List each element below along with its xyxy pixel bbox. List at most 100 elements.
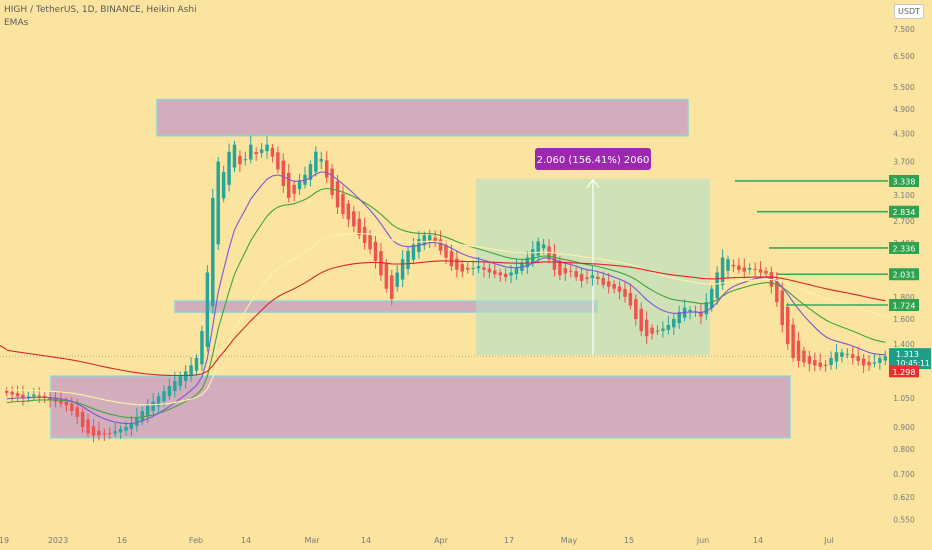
candle-body [742,267,747,272]
target-level-label: 2.834 [893,208,916,217]
ema-layer [0,171,886,425]
candle-body [15,393,20,397]
candle-body [444,245,448,258]
price-tick-label: 0.800 [893,445,915,454]
candle-body [113,431,117,434]
candle-body [856,356,860,361]
candle-body [118,429,123,433]
candle-body [265,144,269,152]
candle-body [558,261,562,276]
candle-body [471,267,475,269]
candle-body [319,159,323,162]
candle-body [270,147,275,157]
time-axis[interactable]: 19 2023 16 Feb 14 Mar 14 Apr 17 May 15 Jun 14 Jul [0,536,834,545]
time-tick-label: Apr [434,536,449,545]
candle-body [26,396,31,398]
candle-body [536,241,540,256]
candle-body [677,312,681,324]
candle-body [341,193,345,214]
candle-body [335,181,340,208]
price-axis[interactable]: 7.500 6.500 5.500 4.900 4.300 3.700 3.100 2.700… [889,25,931,524]
candle-body [216,161,220,245]
candle-body [476,266,481,269]
candle-body [308,164,313,180]
ema-line [6,260,886,377]
price-tick-label: 1.400 [893,340,915,349]
candle-body [178,376,182,386]
candle-body [406,250,410,270]
candle-body [102,433,107,435]
candle-body [249,144,253,160]
countdown-label: 10:45:11 [896,359,930,368]
measurement-label: 2.060 (156.41%) 2060 [537,155,650,166]
candle-body [861,358,866,366]
price-tick-label: 7.500 [893,25,915,34]
candle-body [796,340,801,361]
price-tick-label: 4.300 [893,129,915,138]
candle-body [802,350,806,363]
candle-body [650,327,654,334]
measurement-label-box [535,148,651,170]
measurement-arrow-head [586,178,600,188]
price-tick-label: 0.550 [893,515,915,524]
indicator-label[interactable]: EMAs [4,18,29,28]
low-price-label: 1.298 [893,368,916,377]
candle-body [145,405,150,417]
candle-body [525,257,530,268]
candle-body [666,324,671,330]
candle-body [829,358,833,366]
candle-body [167,385,172,397]
price-tick-label: 1.800 [893,293,915,302]
candle-body [623,289,627,297]
candle-body [433,237,437,242]
time-tick-label: 14 [753,536,763,545]
candle-body [400,259,405,280]
price-tick-label: 0.620 [893,493,915,502]
candle-body [785,306,790,345]
candle-body [75,407,79,417]
candle-body [704,302,709,315]
candle-body [823,364,828,366]
candle-body [108,433,112,435]
candle-body [601,277,606,285]
candle-body [617,286,622,292]
candle-body [531,249,535,263]
time-tick-label: May [561,536,578,545]
candle-body [596,276,600,280]
candle-body [764,270,768,274]
candle-body [422,235,427,246]
ema-line [6,232,886,406]
currency-badge[interactable]: USDT [894,4,924,19]
candle-body [509,272,513,276]
price-tick-label: 2.700 [893,217,915,226]
candle-body [644,319,649,337]
candle-body [243,159,248,161]
time-tick-label: 14 [241,536,251,545]
candle-body [135,416,139,426]
candle-body [834,352,839,362]
candle-body [585,277,589,280]
candle-body [238,155,242,165]
candle-body [427,235,432,241]
price-tick-label: 3.700 [893,158,915,167]
time-tick-label: Jun [696,536,710,545]
low-price-tag [889,365,919,378]
price-tick-label: 1.050 [893,394,915,403]
candle-body [151,401,155,411]
time-tick-label: Feb [189,536,203,545]
candle-body [731,264,736,267]
target-level-label: 2.336 [893,244,916,253]
candle-body [498,272,502,276]
candle-body [449,251,454,267]
candle-body [438,239,443,251]
candle-body [194,358,199,371]
candle-body [80,412,85,428]
candle-body [162,391,166,402]
time-tick-label: Jul [823,536,834,545]
candle-body [715,272,719,299]
time-tick-label: 19 [0,536,9,545]
candle-body [205,272,210,347]
candle-body [845,353,850,355]
zones-layer: 2.060 (156.41%) 2060 [50,98,791,439]
